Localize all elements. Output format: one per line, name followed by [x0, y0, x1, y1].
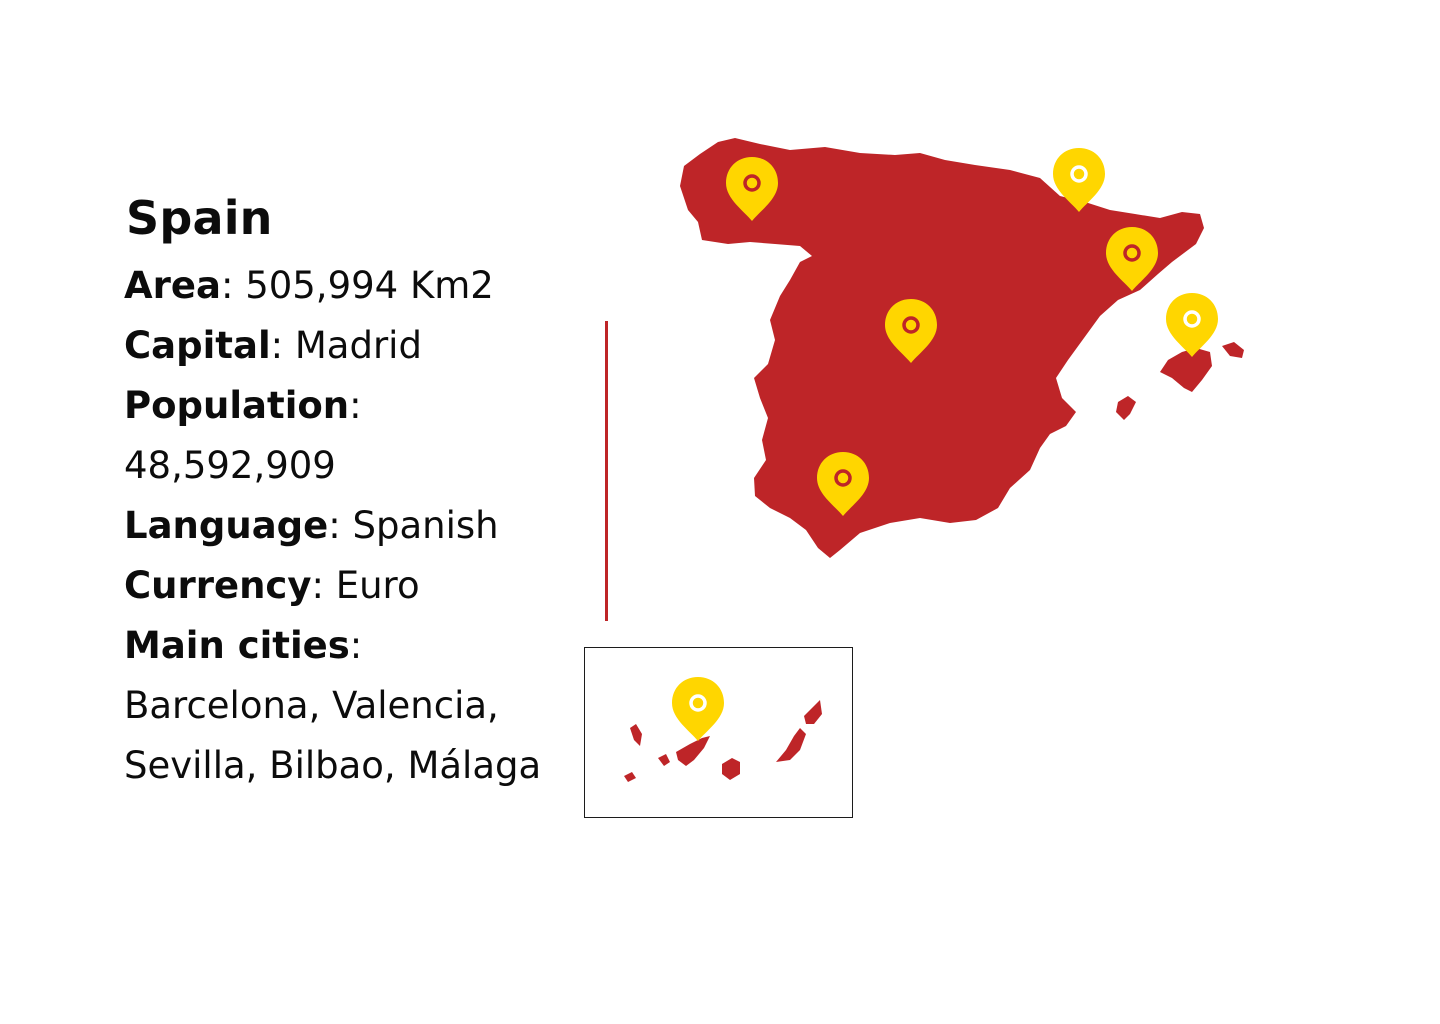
fact-area: Area: 505,994 Km2: [124, 256, 594, 316]
fact-separator: :: [220, 264, 246, 307]
fact-label: Currency: [124, 564, 312, 607]
menorca-island-shape: [1222, 342, 1244, 358]
spain-mainland-shape: [680, 138, 1204, 558]
map-pin-icon: [672, 677, 724, 741]
fact-language: Language: Spanish: [124, 496, 594, 556]
divider-line: [605, 321, 608, 621]
el-hierro-island-shape: [624, 772, 636, 782]
fact-label: Population: [124, 384, 350, 427]
fact-main-cities-value: Barcelona, Valencia, Sevilla, Bilbao, Má…: [124, 676, 594, 796]
la-palma-island-shape: [630, 724, 642, 746]
fact-separator: :: [270, 324, 295, 367]
fact-value: 48,592,909: [124, 444, 336, 487]
fact-label: Capital: [124, 324, 271, 367]
fact-value: Spanish: [352, 504, 499, 547]
fact-population: Population:: [124, 376, 594, 436]
fact-separator: :: [328, 504, 353, 547]
canary-islands-inset-frame: [584, 647, 853, 818]
fact-population-value: 48,592,909: [124, 436, 594, 496]
map-pin-icon: [1053, 148, 1105, 212]
map-pin-icon: [726, 157, 778, 221]
ibiza-island-shape: [1116, 396, 1136, 420]
country-title: Spain: [126, 191, 273, 245]
fact-capital: Capital: Madrid: [124, 316, 594, 376]
map-pin-icon: [885, 299, 937, 363]
fact-currency: Currency: Euro: [124, 556, 594, 616]
country-info-panel: Spain Area: 505,994 Km2 Capital: Madrid …: [124, 188, 594, 796]
map-pin-icon: [1106, 227, 1158, 291]
fact-value: Euro: [335, 564, 420, 607]
fact-separator: :: [349, 384, 362, 427]
fact-value: Madrid: [294, 324, 422, 367]
tenerife-island-shape: [676, 736, 710, 766]
fact-label: Area: [124, 264, 221, 307]
fact-label: Main cities: [124, 624, 350, 667]
map-pin-icon: [1166, 293, 1218, 357]
fact-label: Language: [124, 504, 329, 547]
fact-separator: :: [311, 564, 336, 607]
fuerteventura-island-shape: [776, 728, 806, 762]
map-pin-icon: [817, 452, 869, 516]
lanzarote-island-shape: [804, 700, 822, 724]
la-gomera-island-shape: [658, 754, 670, 766]
fact-value: Barcelona, Valencia, Sevilla, Bilbao, Má…: [124, 684, 542, 787]
mallorca-island-shape: [1160, 348, 1212, 392]
gran-canaria-island-shape: [722, 758, 740, 780]
fact-main-cities: Main cities:: [124, 616, 594, 676]
fact-value: 505,994 Km2: [245, 264, 494, 307]
fact-separator: :: [349, 624, 363, 667]
